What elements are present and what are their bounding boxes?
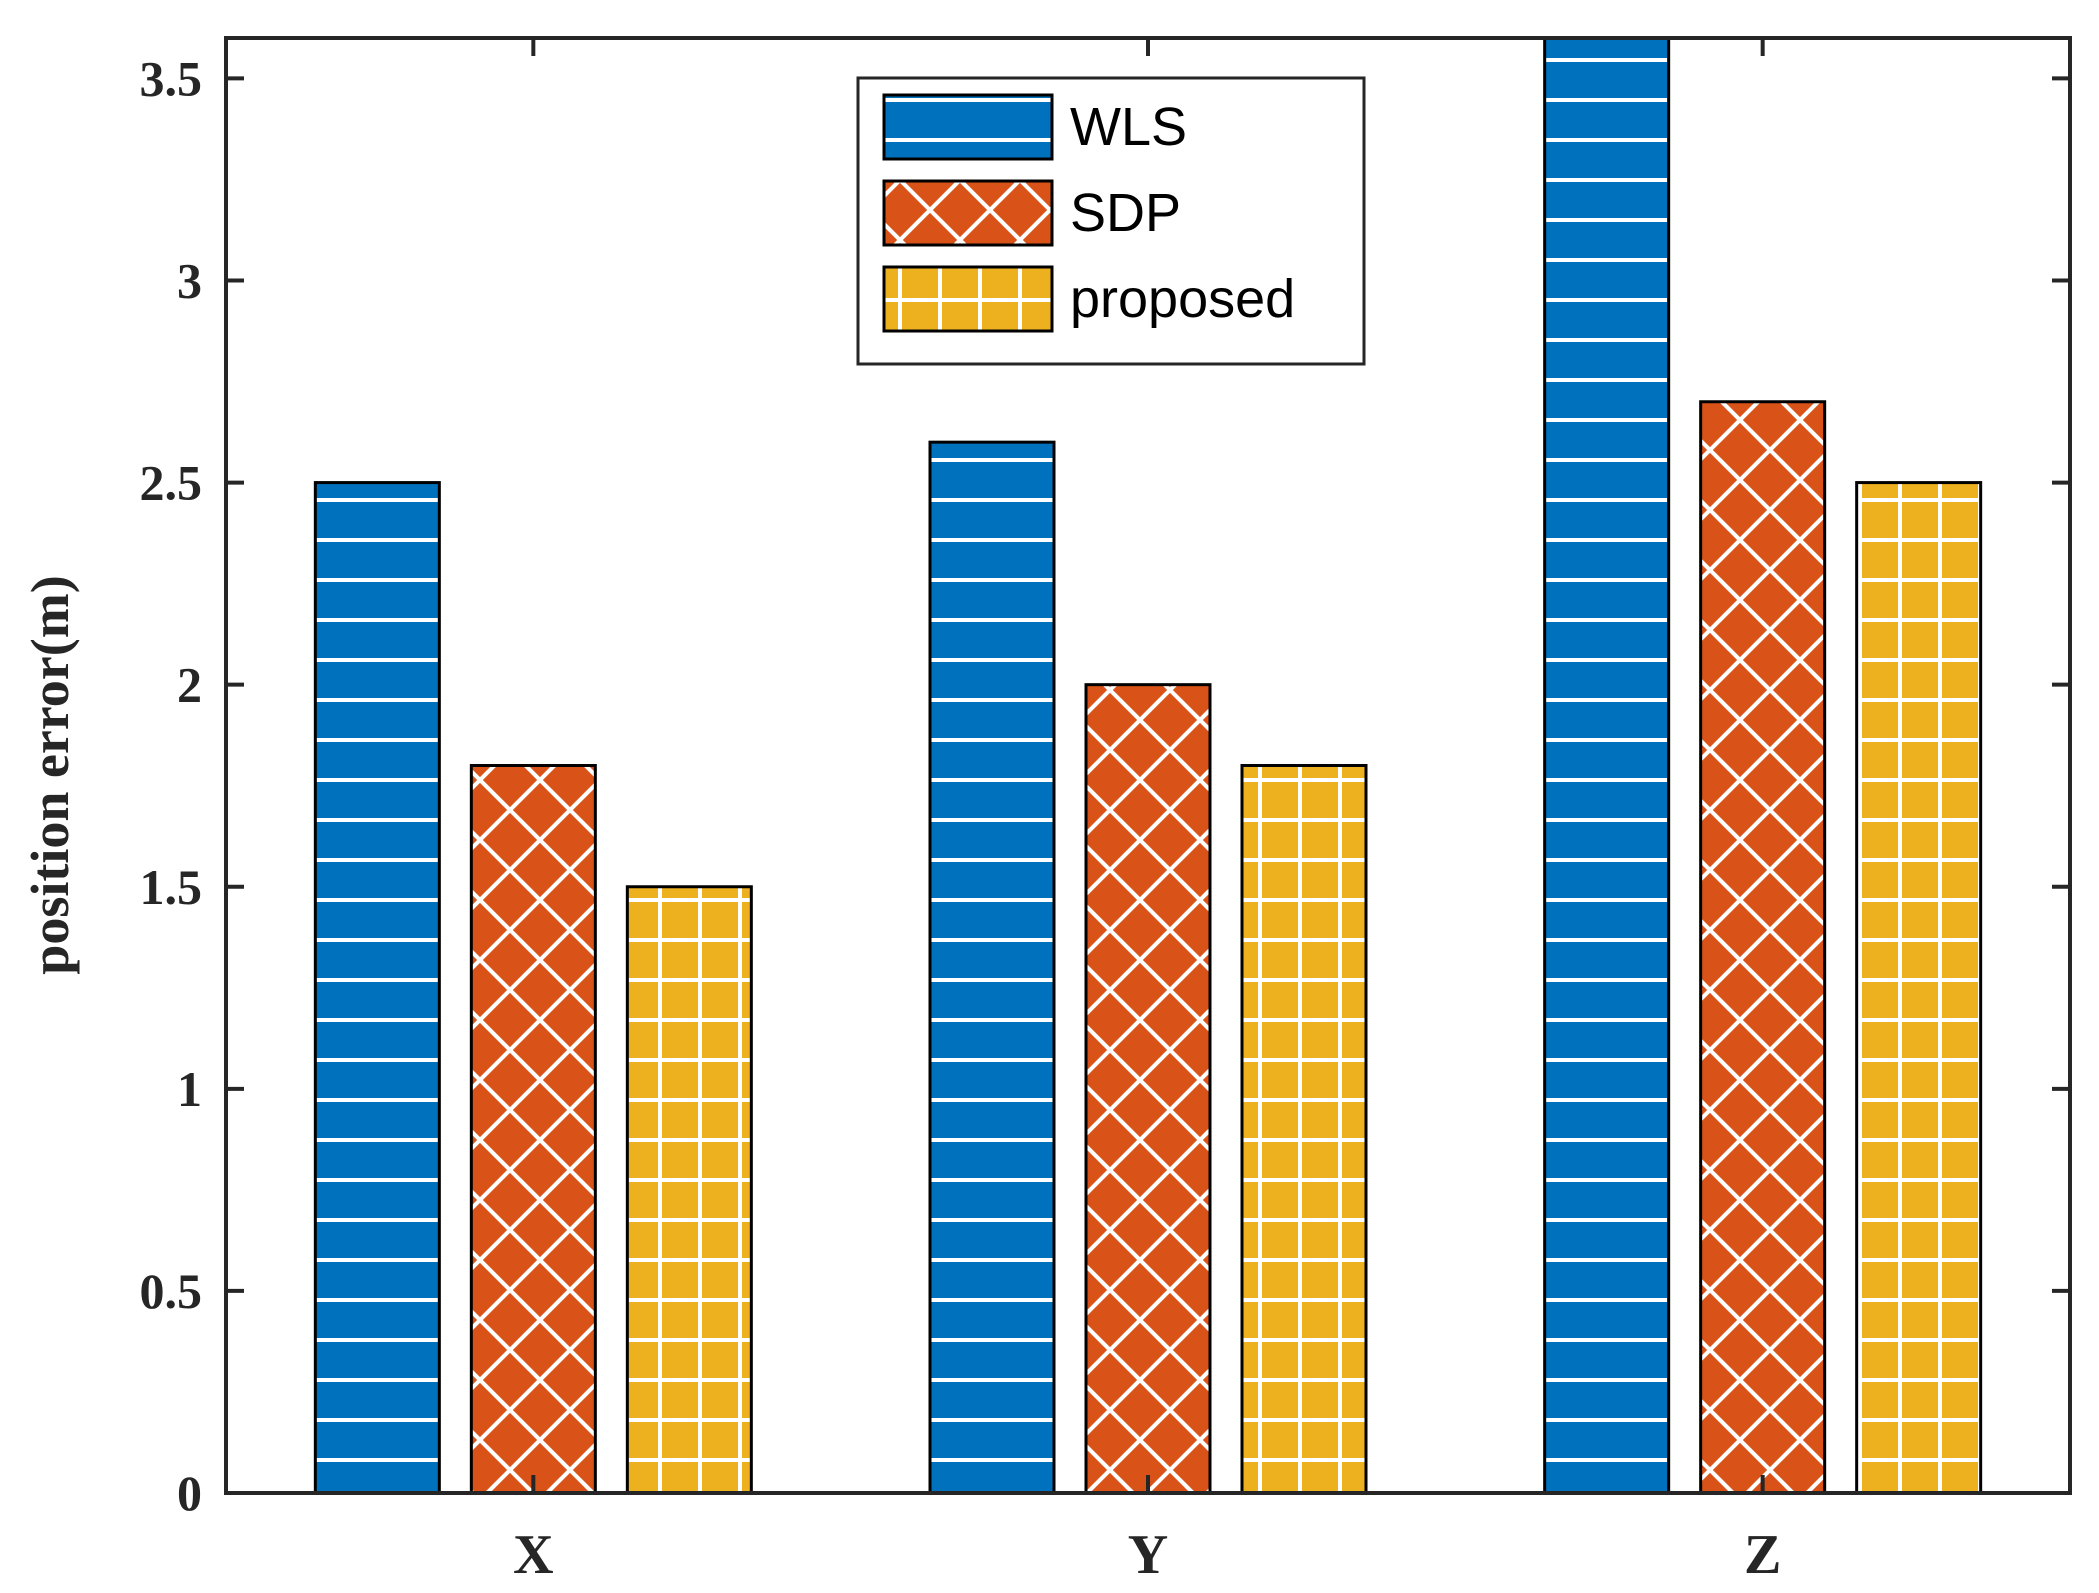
bar-proposed-y [1240,764,1368,1495]
x-tick-label: Y [1128,1524,1168,1586]
y-tick-label: 3 [177,253,202,309]
bar-wls-z [1543,36,1671,1495]
y-tick-label: 0 [177,1465,202,1521]
bar-wls-x [313,481,441,1495]
y-tick-label: 2 [177,657,202,713]
y-tick-label: 3.5 [140,50,203,106]
legend-label-proposed: proposed [1070,269,1295,329]
bar-wls-y [928,440,1056,1495]
y-tick-label: 1 [177,1061,202,1117]
y-tick-label: 0.5 [140,1263,203,1319]
y-tick-label: 1.5 [140,859,203,915]
bar-proposed-x [625,885,753,1495]
axes-layer: 0 0.5 1 1.5 2 2.5 3 3.5 X Y Z [140,36,2072,1586]
legend-label-sdp: SDP [1070,183,1181,243]
y-tick-label: 2.5 [140,455,203,511]
y-axis-label: position error(m) [20,575,80,974]
legend-swatch-sdp [882,179,1054,247]
bars-layer [313,36,1983,1495]
bar-proposed-z [1855,481,1983,1495]
bar-sdp-y [1084,683,1212,1495]
legend: WLS SDP proposed [856,76,1366,366]
legend-swatch-proposed [882,265,1054,333]
legend-label-wls: WLS [1070,97,1187,157]
x-tick-label: Z [1744,1524,1781,1586]
bar-sdp-x [469,764,597,1495]
x-tick-label: X [513,1524,553,1586]
legend-swatch-wls [882,93,1054,161]
bar-sdp-z [1699,400,1827,1495]
